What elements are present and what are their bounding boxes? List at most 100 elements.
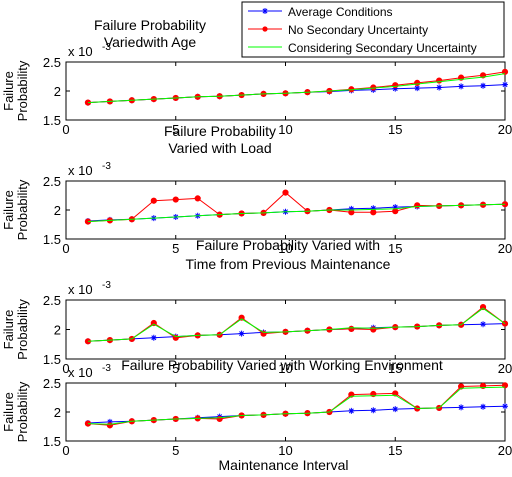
data-point bbox=[480, 321, 487, 328]
data-point bbox=[238, 314, 245, 321]
y-tick-label: 2 bbox=[54, 84, 61, 99]
data-point bbox=[370, 326, 377, 333]
x-tick-label: 10 bbox=[278, 241, 292, 256]
x-tick-label: 15 bbox=[388, 122, 402, 137]
y-axis-label-line: Probability bbox=[15, 381, 30, 442]
data-point bbox=[238, 330, 245, 337]
series-considering-secondary bbox=[87, 386, 506, 425]
series-no-secondary bbox=[84, 189, 509, 225]
chart-panel-4: 0 5 10 15 201.522.5x 10 -3FailureProbabilityF… bbox=[1, 357, 512, 473]
data-point bbox=[458, 83, 465, 90]
series-considering-secondary bbox=[87, 73, 506, 104]
chart-title: Failure Probability Varied with Working … bbox=[121, 357, 443, 373]
y-tick-label: 2.5 bbox=[43, 174, 61, 189]
series-average bbox=[84, 81, 508, 106]
series-no-secondary bbox=[84, 382, 509, 429]
chart-title: Failure Probability Variedwith Age bbox=[94, 17, 206, 50]
x-tick-label: 0 bbox=[62, 361, 69, 376]
data-point bbox=[392, 406, 399, 413]
legend-item-label: Considering Secondary Uncertainty bbox=[288, 41, 477, 55]
series-average bbox=[84, 403, 508, 427]
chart-title: Failure Probability Varied with Time from… bbox=[186, 237, 391, 272]
x-tick-label: 20 bbox=[498, 122, 512, 137]
chart-title: Failure Probability Varied with Load bbox=[164, 123, 276, 156]
y-axis-label-line: Failure bbox=[1, 392, 16, 432]
chart-panel-2: 0 5 10 15 201.522.5x 10 -3FailureProbabilityF… bbox=[1, 123, 512, 256]
legend: Average Conditions No Secondary Uncertain… bbox=[241, 1, 505, 58]
data-point bbox=[480, 403, 487, 410]
data-point bbox=[479, 303, 487, 311]
data-point bbox=[370, 205, 377, 212]
chart-panel-1: 0 5 10 15 201.522.5x 10 -3FailureProbabilityF… bbox=[1, 17, 512, 137]
y-exponent-label: x 10 bbox=[68, 163, 93, 178]
y-exponent-power: -3 bbox=[102, 161, 111, 172]
x-tick-label: 10 bbox=[278, 122, 292, 137]
legend-item-label: No Secondary Uncertainty bbox=[288, 23, 428, 37]
x-tick-label: 0 bbox=[62, 122, 69, 137]
data-point bbox=[194, 195, 201, 202]
x-tick-label: 15 bbox=[388, 443, 402, 458]
data-point bbox=[458, 404, 465, 411]
y-tick-label: 2.5 bbox=[43, 55, 61, 70]
x-tick-label: 15 bbox=[388, 361, 402, 376]
chart-panel-3: 0 5 10 15 201.522.5x 10 -3FailureProbabilityF… bbox=[1, 237, 512, 376]
data-point bbox=[282, 189, 289, 196]
y-tick-label: 1.5 bbox=[43, 232, 61, 247]
data-point bbox=[348, 407, 355, 414]
y-tick-label: 2 bbox=[54, 203, 61, 218]
y-exponent-power: -3 bbox=[102, 280, 111, 291]
data-point bbox=[348, 325, 355, 333]
data-point bbox=[150, 319, 157, 327]
x-tick-label: 20 bbox=[498, 361, 512, 376]
chart-title-line: Failure Probability bbox=[94, 17, 206, 33]
chart-title-line: Variedwith Age bbox=[104, 34, 197, 50]
data-point bbox=[480, 82, 487, 89]
x-tick-label: 10 bbox=[278, 361, 292, 376]
data-point bbox=[502, 81, 508, 88]
chart-title-line: Time from Previous Maintenance bbox=[186, 256, 391, 272]
chart-title-line: Failure Probability Varied with bbox=[196, 237, 380, 253]
y-exponent-label: x 10 bbox=[68, 44, 93, 59]
series-line bbox=[87, 73, 506, 104]
data-point bbox=[106, 418, 113, 425]
data-point bbox=[501, 68, 509, 75]
y-tick-label: 2.5 bbox=[43, 293, 61, 308]
series-line bbox=[87, 203, 506, 223]
y-exponent-power: -3 bbox=[102, 363, 111, 374]
legend-marker bbox=[262, 26, 268, 32]
y-axis-label-line: Probability bbox=[15, 299, 30, 360]
x-tick-label: 20 bbox=[498, 241, 512, 256]
x-tick-label: 10 bbox=[278, 443, 292, 458]
y-axis-label-line: Probability bbox=[15, 179, 30, 240]
series-average bbox=[84, 320, 508, 345]
data-point bbox=[414, 85, 421, 92]
y-axis-label: FailureProbability bbox=[1, 179, 30, 240]
x-tick-label: 0 bbox=[62, 241, 69, 256]
x-tick-label: 15 bbox=[388, 241, 402, 256]
data-point bbox=[392, 85, 399, 92]
legend-marker bbox=[262, 8, 268, 14]
series-line bbox=[87, 307, 506, 342]
x-tick-label: 0 bbox=[62, 443, 69, 458]
series-line bbox=[87, 84, 506, 104]
chart-title-line: Varied with Load bbox=[168, 140, 271, 156]
x-tick-label: 5 bbox=[172, 361, 179, 376]
series-line bbox=[87, 306, 506, 342]
data-point bbox=[501, 382, 509, 389]
series-considering-secondary bbox=[87, 307, 506, 342]
y-tick-label: 2 bbox=[54, 323, 61, 338]
y-tick-label: 1.5 bbox=[43, 434, 61, 449]
data-point bbox=[370, 407, 377, 414]
chart-title-line: Failure Probability bbox=[164, 123, 276, 139]
y-axis-label: FailureProbability bbox=[1, 381, 30, 442]
y-axis-label-line: Failure bbox=[1, 190, 16, 230]
series-line bbox=[87, 386, 506, 425]
y-exponent-label: x 10 bbox=[68, 365, 93, 380]
data-point bbox=[150, 334, 157, 341]
data-point bbox=[348, 205, 355, 212]
x-tick-label: 5 bbox=[172, 241, 179, 256]
series-line bbox=[87, 191, 506, 223]
y-axis-label-line: Failure bbox=[1, 71, 16, 111]
x-tick-label: 20 bbox=[498, 443, 512, 458]
